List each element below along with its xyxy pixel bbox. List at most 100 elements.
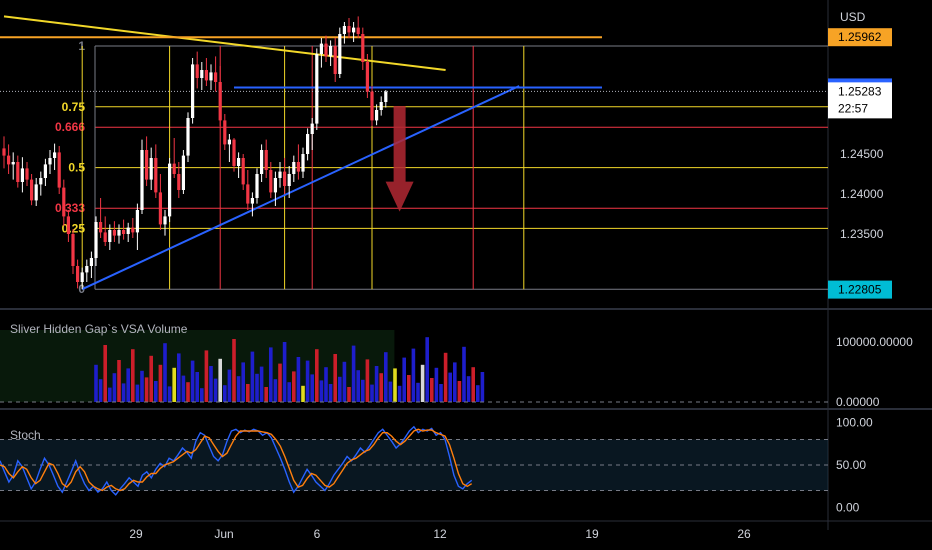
candle-body — [264, 150, 268, 170]
volume-bar — [393, 368, 397, 402]
volume-bar — [190, 360, 195, 402]
volume-bar — [407, 375, 411, 402]
candle-body — [223, 120, 227, 145]
candle-body — [310, 123, 314, 134]
candle-body — [204, 70, 208, 81]
volume-bar — [195, 372, 199, 402]
candle-body — [131, 227, 135, 233]
stoch-pane — [0, 425, 828, 496]
candle-body — [384, 91, 388, 102]
volume-bar — [112, 373, 117, 402]
candle-body — [306, 134, 310, 154]
volume-tick-label: 0.00000 — [836, 395, 880, 409]
volume-bar — [232, 339, 236, 402]
volume-bar — [135, 384, 140, 402]
candle-body — [145, 150, 149, 180]
candle-body — [158, 192, 162, 225]
trendline — [81, 85, 520, 291]
volume-bar — [172, 367, 176, 402]
candlestick-series — [2, 16, 388, 290]
price-badge — [828, 82, 892, 119]
volume-bar — [411, 348, 416, 402]
volume-bar — [209, 366, 213, 402]
candle-body — [7, 155, 11, 165]
candle-body — [34, 184, 38, 201]
candle-body — [333, 46, 337, 74]
volume-bar — [177, 353, 181, 402]
volume-bar — [476, 385, 480, 402]
candle-body — [301, 154, 305, 172]
candle-body — [214, 72, 218, 82]
candle-body — [278, 171, 282, 178]
volume-bar — [434, 367, 439, 402]
candle-body — [361, 34, 365, 62]
stoch-band — [0, 439, 828, 491]
volume-bar — [223, 385, 227, 402]
candle-body — [80, 272, 84, 282]
volume-bar — [149, 355, 153, 402]
price-badge-label: 1.22805 — [838, 283, 882, 297]
candle-body — [39, 178, 43, 185]
volume-bar — [241, 362, 245, 402]
candle-body — [181, 155, 185, 190]
candle-body — [172, 163, 176, 174]
volume-bar — [379, 373, 383, 402]
time-tick-label: 29 — [129, 527, 143, 541]
candle-body — [379, 102, 383, 110]
candle-body — [365, 62, 369, 92]
candle-body — [30, 179, 34, 201]
bearish-arrow-drawing[interactable] — [385, 106, 414, 212]
candle-body — [218, 82, 222, 121]
candle-body — [232, 139, 236, 166]
candle-body — [237, 158, 241, 166]
candle-body — [154, 158, 158, 193]
volume-bar — [246, 384, 250, 402]
price-tick-label: 1.24500 — [840, 147, 884, 161]
price-axis[interactable]: 1.245001.240001.235001.259621.253321.252… — [828, 28, 913, 515]
volume-bar — [250, 351, 255, 402]
time-tick-label: 26 — [737, 527, 751, 541]
trendline — [3, 15, 446, 71]
volume-bar — [319, 380, 324, 402]
volume-bar — [351, 345, 356, 402]
price-badge-countdown: 22:57 — [838, 101, 868, 115]
volume-bar — [333, 354, 337, 402]
candle-body — [283, 171, 287, 186]
volume-bar — [471, 367, 475, 402]
volume-bar — [287, 382, 291, 402]
volume-tick-label: 100000.00000 — [836, 335, 913, 349]
volume-bar — [388, 381, 393, 402]
volume-bar — [384, 352, 388, 402]
volume-bar — [457, 381, 462, 402]
arrow-shape — [385, 106, 414, 212]
candle-body — [20, 168, 24, 182]
volume-indicator-title[interactable]: Sliver Hidden Gap`s VSA Volume — [10, 322, 188, 336]
volume-bar — [167, 386, 172, 402]
volume-bar — [301, 385, 305, 402]
volume-bar — [278, 363, 282, 402]
volume-bar — [356, 370, 360, 402]
candle-body — [200, 70, 204, 78]
candle-body — [163, 216, 167, 225]
candle-body — [338, 34, 342, 74]
candle-body — [89, 258, 93, 266]
trendlines[interactable] — [0, 15, 828, 291]
candle-body — [296, 162, 300, 172]
price-tick-label: 1.24000 — [840, 187, 884, 201]
stoch-tick-label: 0.00 — [836, 501, 860, 515]
candle-body — [122, 230, 126, 234]
candle-body — [195, 64, 199, 78]
candle-body — [117, 230, 121, 236]
volume-bar — [269, 347, 273, 402]
stoch-indicator-title[interactable]: Stoch — [10, 428, 41, 442]
volume-bar — [259, 366, 264, 402]
time-tick-label: 12 — [433, 527, 447, 541]
candle-body — [140, 150, 144, 210]
volume-bar — [462, 346, 466, 402]
volume-bar — [448, 372, 452, 402]
candle-body — [177, 174, 181, 190]
candle-body — [99, 222, 103, 233]
time-axis[interactable]: 29 Jun 6 12 19 26 — [129, 527, 751, 541]
volume-bar — [342, 361, 347, 402]
time-tick-label: 19 — [585, 527, 599, 541]
